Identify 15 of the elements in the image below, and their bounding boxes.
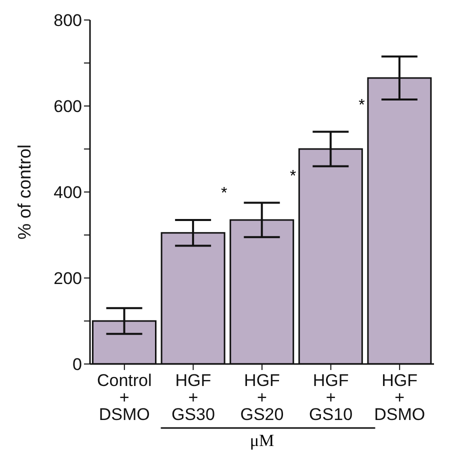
x-tick-label: HGF + DSMO xyxy=(374,371,426,424)
y-tick-label: 200 xyxy=(54,269,82,288)
x-tick-label: HGF + GS30 xyxy=(171,371,215,424)
x-tick-label: HGF + GS20 xyxy=(240,371,284,424)
annotation: * xyxy=(221,184,228,202)
y-tick-label: 0 xyxy=(72,355,82,374)
y-tick-label: 600 xyxy=(54,97,82,116)
x-tick-label: HGF + GS10 xyxy=(309,371,353,424)
text: μM xyxy=(250,431,274,450)
x-tick-label: Control + DSMO xyxy=(96,371,152,424)
y-tick-label: 400 xyxy=(54,183,82,202)
annotation: * xyxy=(358,96,365,114)
annotation: * xyxy=(290,168,296,185)
y-tick-label: 800 xyxy=(54,11,82,30)
y-axis-title: % of control xyxy=(14,144,34,240)
